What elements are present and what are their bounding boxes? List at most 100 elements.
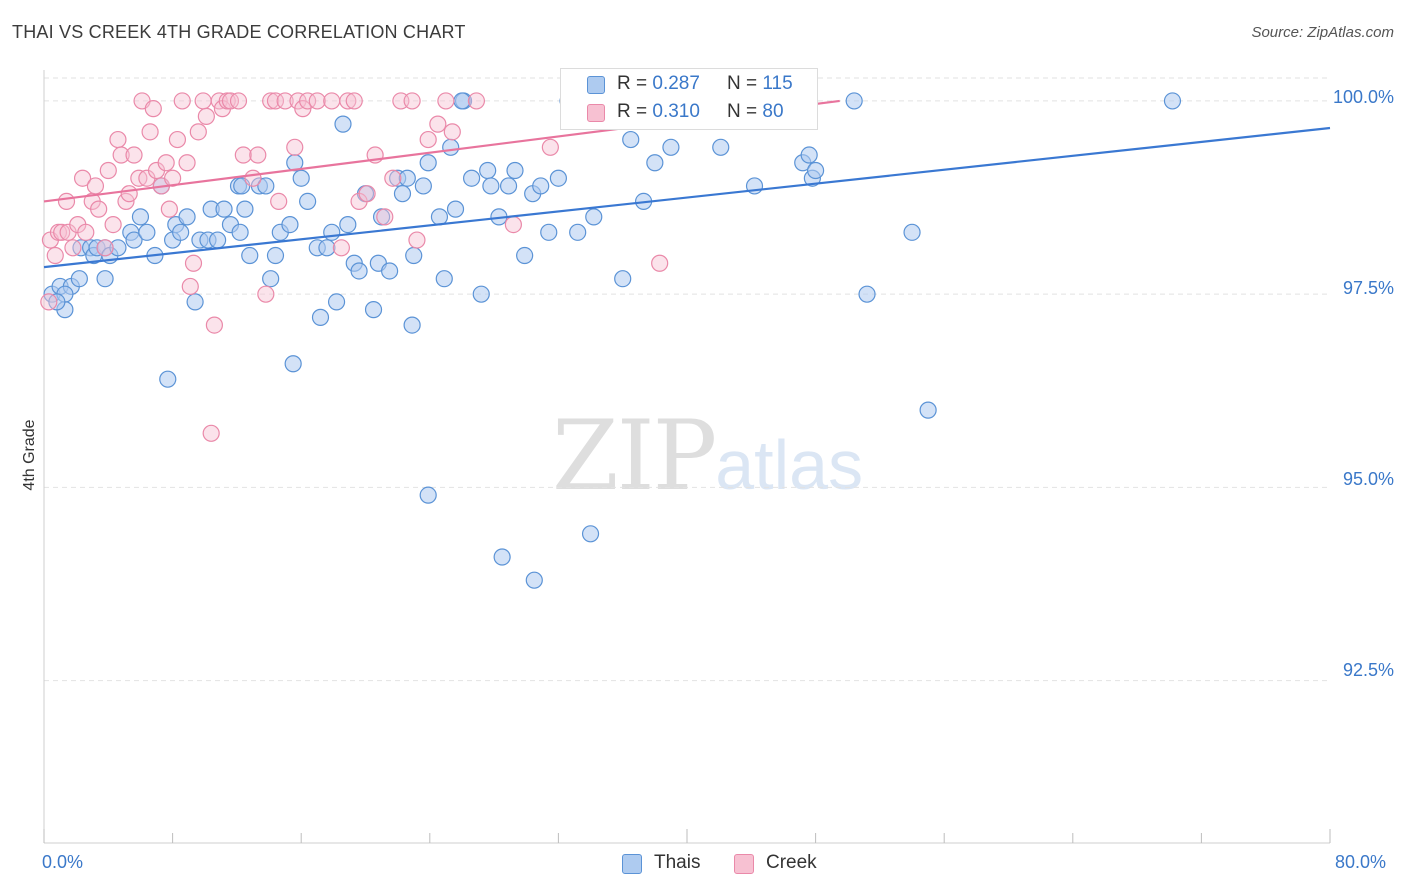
thai-point <box>532 177 550 195</box>
creek-swatch <box>587 104 605 122</box>
thais-points <box>43 92 1182 589</box>
thai-trend-line <box>43 126 1331 269</box>
thai-point <box>398 169 416 187</box>
stats-legend: R = 0.287 N = 115 R = 0.310 N = 80 <box>560 68 818 130</box>
creek-point <box>541 138 559 156</box>
thai-point <box>327 293 346 311</box>
thai-point <box>299 192 317 211</box>
creek-legend-label: Creek <box>766 852 817 873</box>
thai-point <box>1163 92 1182 110</box>
thai-r-label: R = <box>617 73 653 94</box>
thai-point <box>549 169 568 187</box>
thai-point <box>462 169 481 187</box>
creek-point <box>184 254 203 272</box>
thai-point <box>266 246 285 265</box>
y-tick-100: 100.0% <box>1332 87 1394 107</box>
creek-point <box>109 130 127 149</box>
thai-point <box>236 200 254 218</box>
thai-point <box>323 223 341 241</box>
thai-point <box>70 270 88 288</box>
creek-point <box>178 154 196 172</box>
creek-point <box>262 92 280 110</box>
creek-n: N = 80 <box>727 101 784 123</box>
creek-point <box>99 161 117 180</box>
thai-point <box>172 223 190 241</box>
thai-point <box>414 177 432 195</box>
thai-point <box>215 200 233 218</box>
y-tick-95: 95.0% <box>1342 469 1394 489</box>
thai-point <box>442 138 460 156</box>
thai-r-value: 0.287 <box>652 73 700 94</box>
creek-n-label: N = <box>727 101 763 122</box>
source-credit: Source: ZipAtlas.com <box>1251 24 1394 41</box>
creek-point <box>384 169 402 187</box>
creek-point <box>244 169 262 187</box>
creek-point <box>376 208 394 226</box>
creek-point <box>160 200 178 218</box>
thai-point <box>540 223 558 241</box>
thai-point <box>131 208 150 226</box>
creek-point <box>345 92 363 110</box>
thai-n-value: 115 <box>762 73 793 94</box>
creek-r: R = 0.310 <box>617 101 700 123</box>
thai-point <box>381 262 399 280</box>
thai-point <box>109 239 127 257</box>
thai-point <box>919 401 937 419</box>
thai-point <box>453 92 471 110</box>
creek-point <box>194 92 212 110</box>
thai-point <box>292 169 310 187</box>
grid-lines <box>44 77 1330 682</box>
creek-point <box>205 316 223 334</box>
creek-point <box>339 92 357 110</box>
thai-n-label: N = <box>727 73 763 94</box>
thai-point <box>281 216 299 234</box>
creek-point <box>257 285 275 303</box>
watermark-atlas: atlas <box>715 426 864 504</box>
creek-point <box>286 138 304 156</box>
creek-point <box>64 239 82 257</box>
x-tick-min: 0.0% <box>42 852 84 872</box>
thai-point <box>231 223 249 241</box>
creek-point <box>73 169 92 187</box>
thai-point <box>311 308 330 326</box>
thai-point <box>186 293 204 311</box>
thai-point <box>479 161 497 180</box>
thai-point <box>209 231 227 249</box>
thai-point <box>159 370 177 388</box>
x-tick-max: 80.0% <box>1335 852 1387 872</box>
creek-point <box>104 216 122 234</box>
creek-point <box>467 92 486 110</box>
thai-point <box>806 161 825 180</box>
thai-point <box>430 208 449 226</box>
creek-point <box>276 92 294 110</box>
creek-point <box>443 123 461 141</box>
creek-point <box>120 185 138 203</box>
thai-r: R = 0.287 <box>617 73 700 95</box>
creek-point <box>57 192 76 211</box>
y-tick-97-5: 97.5% <box>1342 278 1394 298</box>
creek-point <box>77 223 95 241</box>
thai-point <box>614 270 632 288</box>
creek-point <box>408 231 426 249</box>
creek-point <box>651 254 669 272</box>
creek-point <box>308 92 326 110</box>
thai-point <box>446 200 465 218</box>
thai-point <box>138 223 156 241</box>
thai-point <box>125 231 143 249</box>
creek-point <box>429 115 447 133</box>
creek-point <box>96 239 114 257</box>
thai-point <box>472 285 490 303</box>
creek-point <box>46 246 64 265</box>
thai-swatch <box>587 76 605 94</box>
thai-point <box>405 246 423 265</box>
creek-point <box>437 92 455 110</box>
creek-point <box>53 223 71 241</box>
thai-point <box>419 154 437 172</box>
thai-point <box>646 154 664 172</box>
creek-point <box>90 200 108 218</box>
creek-n-value: 80 <box>762 101 784 122</box>
thai-point <box>800 146 818 164</box>
creek-point <box>229 92 248 110</box>
y-tick-92-5: 92.5% <box>1342 660 1394 680</box>
